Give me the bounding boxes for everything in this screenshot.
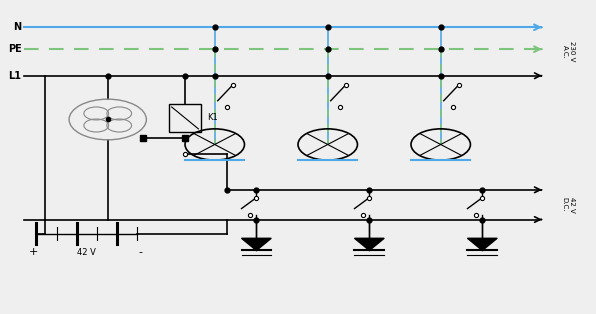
Text: +: +: [29, 247, 38, 257]
Text: PE: PE: [8, 44, 21, 54]
Polygon shape: [241, 238, 271, 251]
Text: 42 V
D.C.: 42 V D.C.: [562, 197, 575, 213]
Polygon shape: [355, 238, 384, 251]
Text: L1: L1: [8, 71, 21, 81]
Text: 42 V: 42 V: [77, 248, 97, 257]
Text: -: -: [138, 247, 142, 257]
Bar: [169, 104, 201, 132]
Text: N: N: [13, 22, 21, 32]
Text: K1: K1: [207, 113, 218, 122]
Text: 230 V
A.C.: 230 V A.C.: [562, 41, 575, 62]
Polygon shape: [467, 238, 497, 251]
